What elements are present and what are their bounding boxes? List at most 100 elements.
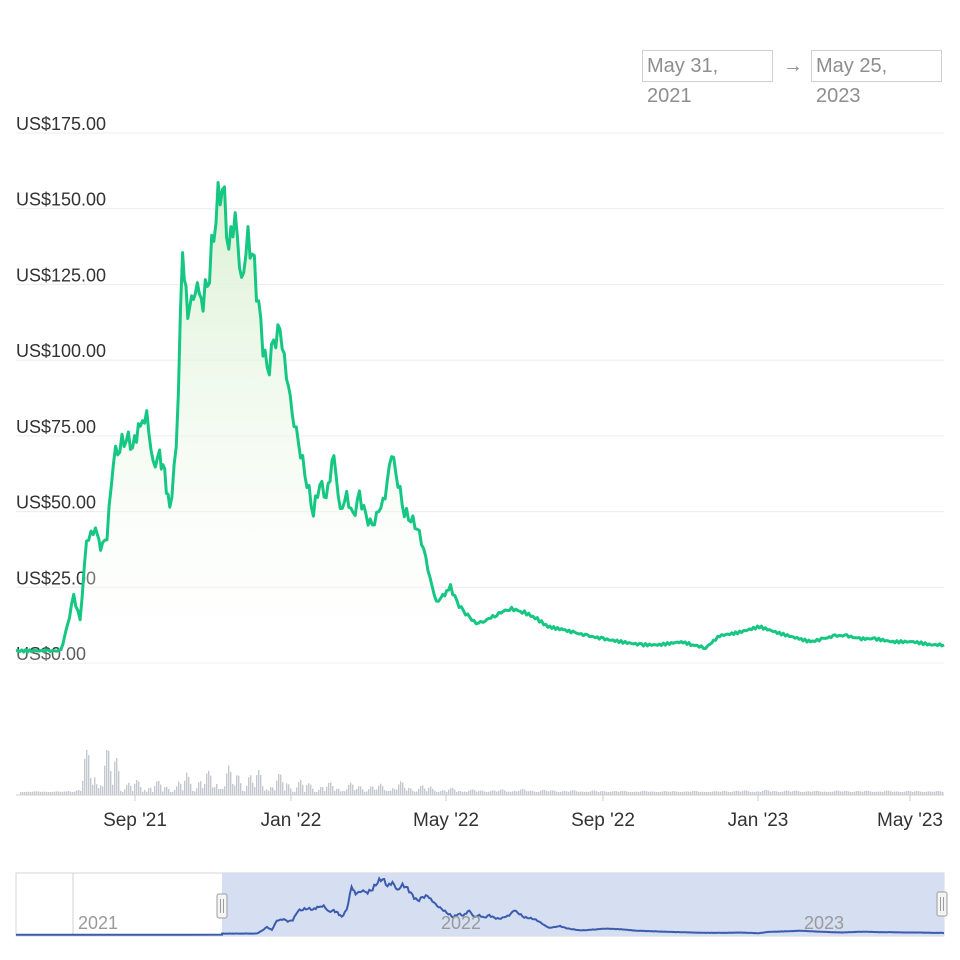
volume-bar xyxy=(492,790,494,795)
volume-bar xyxy=(706,791,708,795)
volume-bar xyxy=(214,787,216,795)
volume-bar xyxy=(280,774,282,795)
volume-bar xyxy=(184,780,186,795)
volume-bar xyxy=(302,784,304,795)
volume-bar xyxy=(934,791,936,795)
volume-bar xyxy=(756,791,758,795)
volume-bar xyxy=(876,791,878,795)
volume-bar xyxy=(160,784,162,795)
volume-bar xyxy=(320,786,322,795)
volume-bar xyxy=(822,791,824,795)
volume-bar xyxy=(700,791,702,795)
volume-bar xyxy=(898,791,900,795)
volume-bar xyxy=(426,791,428,795)
volume-bar xyxy=(396,789,398,795)
y-tick-label: US$100.00 xyxy=(16,341,106,361)
volume-bar xyxy=(650,791,652,795)
volume-bar xyxy=(118,771,120,795)
volume-bar xyxy=(152,791,154,795)
volume-bar xyxy=(146,791,148,795)
volume-bar xyxy=(684,791,686,795)
volume-bar xyxy=(690,791,692,795)
volume-bar xyxy=(60,791,62,795)
volume-bar xyxy=(610,791,612,795)
volume-bar xyxy=(874,791,876,795)
volume-bar xyxy=(850,791,852,795)
volume-bar xyxy=(696,791,698,795)
volume-bar xyxy=(786,790,788,795)
volume-bar xyxy=(854,791,856,795)
volume-bar xyxy=(344,791,346,795)
volume-bar xyxy=(198,782,200,795)
volume-bar xyxy=(658,791,660,795)
volume-bar xyxy=(814,790,816,795)
volume-bar xyxy=(924,791,926,795)
volume-bar xyxy=(550,790,552,795)
volume-bar xyxy=(670,791,672,795)
volume-bar xyxy=(466,791,468,795)
volume-bar xyxy=(456,791,458,795)
volume-bar xyxy=(124,789,126,795)
price-line[interactable] xyxy=(15,181,945,654)
volume-bar xyxy=(98,788,100,795)
volume-bar xyxy=(72,791,74,795)
date-range-end[interactable]: May 25, 2023 xyxy=(811,50,942,107)
volume-bar xyxy=(672,791,674,795)
volume-bar xyxy=(130,785,132,795)
volume-bar xyxy=(932,791,934,795)
volume-bar xyxy=(190,783,192,795)
volume-bar xyxy=(936,791,938,795)
navigator-handle-right[interactable] xyxy=(936,891,948,917)
volume-bar xyxy=(20,791,22,795)
volume-bar xyxy=(902,791,904,795)
volume-bar xyxy=(276,780,278,795)
volume-bar xyxy=(388,790,390,795)
date-range-start[interactable]: May 31, 2021 xyxy=(642,50,773,107)
navigator-selection[interactable] xyxy=(222,873,944,936)
volume-bar xyxy=(46,791,48,795)
volume-bar xyxy=(582,791,584,795)
volume-bar xyxy=(290,788,292,795)
volume-bar xyxy=(398,784,400,795)
volume-bar xyxy=(464,791,466,795)
volume-bar xyxy=(452,787,454,795)
volume-bar xyxy=(886,790,888,795)
volume-bar xyxy=(458,790,460,795)
volume-bar xyxy=(206,773,208,795)
volume-bars xyxy=(20,749,944,795)
navigator-handle-left[interactable] xyxy=(216,893,228,919)
volume-bar xyxy=(102,786,104,795)
y-tick-label: US$75.00 xyxy=(16,417,96,437)
volume-bar xyxy=(802,791,804,795)
volume-bar xyxy=(308,783,310,795)
volume-bar xyxy=(828,791,830,795)
x-axis: Sep '21 Jan '22 May '22 Sep '22 Jan '23 May '… xyxy=(103,795,943,831)
volume-bar xyxy=(880,791,882,795)
volume-bar xyxy=(22,791,24,795)
volume-bar xyxy=(750,791,752,795)
volume-bar xyxy=(434,790,436,795)
volume-bar xyxy=(708,791,710,795)
volume-bar xyxy=(576,791,578,795)
volume-bar xyxy=(662,791,664,795)
volume-bar xyxy=(566,791,568,795)
volume-bar xyxy=(772,791,774,795)
volume-bar xyxy=(680,791,682,795)
volume-bar xyxy=(194,791,196,795)
volume-bar xyxy=(460,791,462,795)
volume-bar xyxy=(620,791,622,795)
volume-bar xyxy=(226,773,228,795)
volume-bar xyxy=(384,790,386,795)
volume-bar xyxy=(664,791,666,795)
volume-bar xyxy=(542,789,544,795)
volume-bar xyxy=(824,791,826,795)
volume-bar xyxy=(44,791,46,795)
volume-bar xyxy=(282,782,284,795)
volume-bar xyxy=(590,791,592,795)
volume-bar xyxy=(636,791,638,795)
navigator[interactable]: 2021 2022 2023 xyxy=(15,872,948,937)
volume-bar xyxy=(338,788,340,795)
volume-bar xyxy=(694,790,696,795)
volume-bar xyxy=(766,789,768,795)
